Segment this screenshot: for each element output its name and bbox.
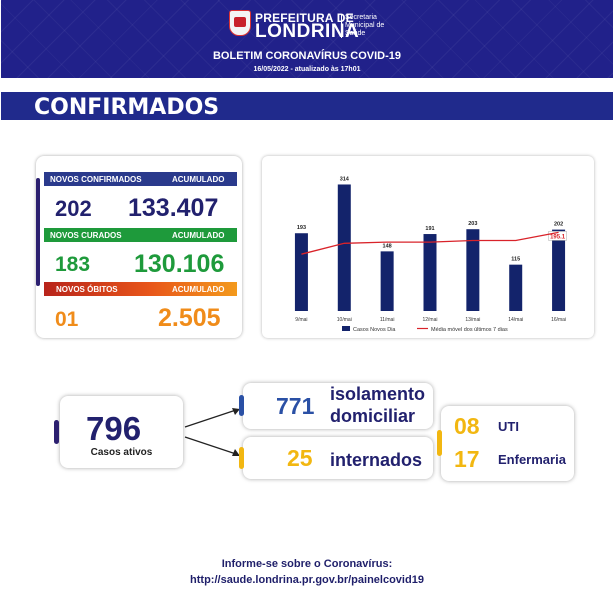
isolamento-label-2: domiciliar	[330, 406, 416, 426]
isolamento-accent	[239, 395, 244, 416]
bar-value-label: 314	[340, 176, 350, 182]
section-title: CONFIRMADOS	[34, 95, 220, 120]
active-accent	[54, 420, 59, 444]
confirmados-label: NOVOS CONFIRMADOS	[50, 175, 142, 184]
bar-value-label: 148	[383, 243, 392, 249]
header-banner	[1, 0, 613, 78]
stats-accent-bar	[36, 178, 40, 286]
avg-value-box	[548, 231, 567, 241]
internados-count: 25	[287, 445, 313, 471]
cases-chart: 193 314 148 191 203 115 202 195.1 9/mai 10/mai 11…	[294, 176, 567, 333]
obitos-acc-label: ACUMULADO	[172, 285, 225, 294]
enfermaria-count: 17	[454, 446, 480, 472]
secretaria-line-1: Secretaria	[345, 14, 377, 21]
footer-info: Informe-se sobre o Coronavírus:	[221, 558, 393, 570]
x-tick-label: 9/mai	[295, 317, 307, 323]
x-tick-label: 14/mai	[508, 317, 523, 323]
secretaria-line-3: Saúde	[345, 30, 366, 37]
curados-header	[44, 228, 237, 242]
internados-label: internados	[330, 450, 423, 470]
obitos-new: 01	[55, 308, 79, 331]
bar-value-label: 191	[425, 226, 434, 232]
uti-count: 08	[454, 413, 480, 439]
confirmados-new: 202	[55, 196, 92, 221]
bar-value-label: 193	[297, 225, 306, 231]
logo-divider	[341, 14, 342, 38]
arrow-head-isolamento	[232, 408, 240, 415]
section-bar	[1, 92, 613, 120]
isolamento-count: 771	[276, 393, 315, 419]
active-cases-card	[60, 396, 183, 468]
arrow-to-isolamento	[184, 409, 237, 428]
bulletin-title: BOLETIM CORONAVÍRUS COVID-19	[212, 50, 402, 62]
curados-label: NOVOS CURADOS	[50, 231, 122, 240]
x-tick-label: 10/mai	[337, 317, 352, 323]
bar-9/mai	[294, 233, 308, 311]
legend-label-bars: Casos Novos Dia	[353, 327, 396, 333]
enfermaria-label: Enfermaria	[498, 452, 566, 467]
bar-11/mai	[380, 251, 394, 311]
confirmados-header	[44, 172, 237, 186]
isolamento-card	[243, 383, 433, 429]
internados-card	[243, 437, 433, 479]
secretaria-line-2: Municipal de	[345, 22, 385, 29]
city-crest-logo	[229, 10, 251, 36]
legend-label-line: Média móvel dos últimos 7 dias	[431, 327, 508, 333]
curados-acc: 130.106	[134, 250, 225, 278]
confirmados-acc-label: ACUMULADO	[172, 175, 225, 184]
logo-text-prefeitura: PREFEITURA DE	[255, 11, 354, 25]
arrow-to-internados	[184, 436, 237, 455]
uti-label: UTI	[498, 419, 519, 434]
bar-14/mai	[509, 264, 523, 311]
bar-value-label: 203	[468, 221, 477, 227]
obitos-header	[44, 282, 237, 296]
isolamento-label-1: isolamento	[330, 384, 426, 404]
curados-new: 183	[55, 253, 91, 276]
active-label: Casos ativos	[90, 447, 153, 458]
curados-acc-label: ACUMULADO	[172, 231, 225, 240]
avg-value-label: 195.1	[550, 234, 566, 240]
internados-accent	[239, 447, 244, 469]
moving-average-line	[301, 231, 559, 255]
x-tick-label: 16/mai	[551, 317, 566, 323]
hospital-accent	[437, 430, 442, 456]
bar-16/mai	[552, 229, 566, 311]
stats-card	[36, 156, 242, 338]
confirmados-acc: 133.407	[128, 194, 219, 222]
hospital-card	[441, 406, 574, 481]
obitos-label: NOVOS ÓBITOS	[56, 285, 118, 294]
bar-value-label: 202	[554, 222, 563, 228]
legend-swatch-bars	[342, 326, 350, 331]
arrow-head-internados	[232, 449, 240, 456]
bar-13/mai	[466, 229, 480, 311]
flow-arrows	[184, 408, 240, 456]
bulletin-date: 16/05/2022 - atualizado às 17h01	[253, 66, 361, 73]
x-tick-label: 11/mai	[380, 317, 395, 323]
x-tick-label: 12/mai	[422, 317, 437, 323]
footer-link[interactable]: http://saude.londrina.pr.gov.br/painelco…	[190, 574, 424, 586]
obitos-acc: 2.505	[158, 304, 221, 332]
bar-12/mai	[423, 234, 437, 311]
active-count: 796	[86, 410, 142, 447]
bar-value-label: 115	[511, 257, 520, 263]
bar-10/mai	[337, 184, 351, 311]
logo-text-londrina: LONDRINA	[255, 21, 360, 42]
x-tick-label: 13/mai	[465, 317, 480, 323]
